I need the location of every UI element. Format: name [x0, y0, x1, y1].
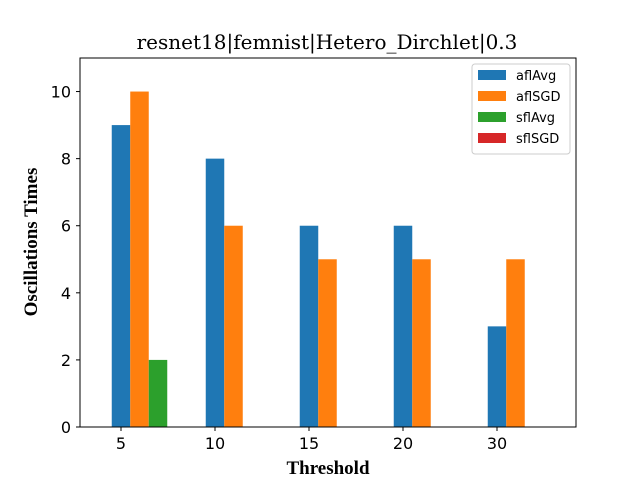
bar-aflAvg-30 — [487, 326, 507, 427]
y-tick-label-8: 8 — [61, 150, 71, 169]
plot-frame — [79, 57, 577, 428]
bar-aflSGD-5 — [130, 91, 149, 427]
y-axis-label: Oscillations Times — [21, 168, 42, 317]
y-tick-label-2: 2 — [61, 351, 71, 370]
bar-aflAvg-10 — [205, 158, 225, 428]
bar-aflAvg-5 — [111, 125, 131, 427]
legend-label-aflSGD: aflSGD — [516, 90, 561, 105]
plot-area — [111, 91, 525, 428]
legend-swatch-aflAvg — [478, 70, 506, 80]
x-tick-label-30: 30 — [487, 434, 507, 453]
legend-label-sflAvg: sflAvg — [516, 111, 555, 126]
x-axis-label: Threshold — [286, 458, 370, 479]
legend-label-aflAvg: aflAvg — [516, 69, 556, 84]
x-tick-label-5: 5 — [116, 434, 126, 453]
x-tick-label-20: 20 — [393, 434, 413, 453]
bar-aflAvg-20 — [393, 225, 413, 427]
y-tick-label-4: 4 — [61, 284, 71, 303]
chart-title: resnet18|femnist|Hetero_Dirchlet|0.3 — [137, 30, 518, 55]
y-tick-label-10: 10 — [51, 83, 71, 102]
legend-swatch-aflSGD — [478, 91, 506, 101]
legend-label-sflSGD: sflSGD — [516, 132, 559, 147]
legend-frame — [471, 63, 571, 155]
y-tick-label-0: 0 — [61, 418, 71, 437]
y-tick-label-6: 6 — [61, 217, 71, 236]
bar-aflSGD-15 — [318, 259, 337, 427]
x-tick-label-10: 10 — [205, 434, 225, 453]
bar-aflAvg-15 — [299, 225, 319, 427]
x-tick-label-15: 15 — [299, 434, 319, 453]
legend-swatch-sflAvg — [478, 112, 506, 122]
bar-aflSGD-20 — [412, 259, 431, 427]
legend: aflAvg aflSGD sflAvg sflSGD — [471, 63, 571, 155]
bar-sflAvg-5 — [148, 359, 168, 427]
legend-swatch-sflSGD — [478, 133, 506, 143]
bar-aflSGD-10 — [224, 225, 243, 427]
bar-aflSGD-30 — [506, 259, 525, 427]
